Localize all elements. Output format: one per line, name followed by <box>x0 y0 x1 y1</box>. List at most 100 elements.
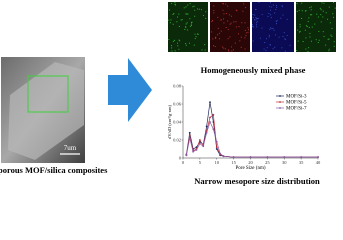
map-dot <box>229 36 231 38</box>
map-dot <box>180 19 182 21</box>
map-dot <box>227 29 229 31</box>
map-dot <box>284 50 286 52</box>
map-dot <box>268 13 270 15</box>
map-dot <box>178 39 180 41</box>
map-dot <box>187 13 189 15</box>
map-dot <box>215 37 217 39</box>
map-dot <box>299 23 301 25</box>
map-dot <box>202 14 204 16</box>
map-dot <box>276 5 278 7</box>
map-dot <box>185 26 187 28</box>
map-dot <box>183 7 185 9</box>
map-dot <box>234 42 236 44</box>
map-dot <box>310 9 312 11</box>
map-dot <box>229 23 231 25</box>
map-dot <box>238 26 240 28</box>
map-dot <box>225 26 227 28</box>
map-dot <box>270 17 272 19</box>
legend-marker <box>279 101 281 103</box>
y-tick-label: 0 <box>179 156 182 161</box>
map-dot <box>244 48 246 50</box>
map-dot <box>286 34 288 36</box>
point <box>205 131 208 134</box>
map-dot <box>330 34 332 36</box>
map-dot <box>282 14 284 16</box>
legend-label: MOF/Si-7 <box>286 107 307 112</box>
map-dot <box>278 36 280 38</box>
map-dot <box>194 9 196 11</box>
map-dot <box>174 50 176 52</box>
map-dot <box>174 4 176 6</box>
map-dot <box>170 19 172 21</box>
map-dot <box>272 27 274 29</box>
figure: 7um Mesoporous MOF/silica composites Hom… <box>0 2 336 186</box>
map-dot <box>275 23 277 25</box>
x-tick-label: 35 <box>299 160 304 165</box>
map-dot <box>318 39 320 41</box>
point <box>209 101 211 104</box>
map-dot <box>254 14 256 16</box>
crystal <box>8 62 84 160</box>
map-dot <box>257 18 259 20</box>
map-dot <box>227 49 229 51</box>
map-dot <box>220 30 222 32</box>
map-dot <box>173 12 175 14</box>
map-dot <box>171 45 173 47</box>
map-dot <box>299 31 301 33</box>
map-dot <box>267 15 269 17</box>
map-dot <box>308 47 310 49</box>
maps-caption: Homogeneously mixed phase <box>201 65 306 75</box>
map-dot <box>319 7 321 9</box>
map-dot <box>222 3 224 5</box>
x-tick-label: 15 <box>231 160 236 165</box>
map-dot <box>223 47 225 49</box>
map-dot <box>256 21 258 23</box>
map-dot <box>309 36 311 38</box>
map-dot <box>227 20 229 22</box>
y-tick-label: 0.04 <box>173 120 182 125</box>
map-dot <box>241 22 243 24</box>
x-tick-label: 0 <box>182 160 185 165</box>
map-dot <box>213 45 215 47</box>
map-dot <box>308 17 310 19</box>
map-dot <box>185 23 187 25</box>
selection-box <box>27 75 69 113</box>
point <box>202 145 205 148</box>
map-dot <box>333 41 335 43</box>
point <box>215 146 218 149</box>
map-dot <box>269 6 271 8</box>
map-dot <box>231 46 233 48</box>
map-dot <box>255 16 257 18</box>
map-dot <box>213 12 215 14</box>
map-dot <box>307 50 309 52</box>
map-dot <box>281 47 283 49</box>
map-dot <box>178 25 180 27</box>
map-dot <box>232 49 234 51</box>
map-dot <box>217 16 219 18</box>
map-dot <box>296 3 298 5</box>
map-dot <box>269 27 271 29</box>
point <box>188 137 191 140</box>
map-dot <box>301 2 303 4</box>
point <box>188 131 191 134</box>
map-dot <box>173 39 175 41</box>
map-dot <box>276 20 278 22</box>
map-dot <box>213 9 215 11</box>
map-dot <box>193 5 195 7</box>
map-dot <box>247 31 249 33</box>
map-dot <box>235 21 237 23</box>
map-dot <box>227 5 229 7</box>
map-dot <box>223 22 225 24</box>
map-dot <box>252 25 254 27</box>
map-dot <box>320 9 322 11</box>
map-dot <box>235 26 237 28</box>
map-dot <box>186 13 188 15</box>
map-dot <box>297 40 299 42</box>
map-dot <box>263 48 265 50</box>
point <box>195 149 198 151</box>
y-tick-label: 0.06 <box>173 102 182 107</box>
map-dot <box>333 2 335 4</box>
map-dot <box>268 36 270 38</box>
map-dot <box>253 26 255 28</box>
map-dot <box>176 21 178 23</box>
